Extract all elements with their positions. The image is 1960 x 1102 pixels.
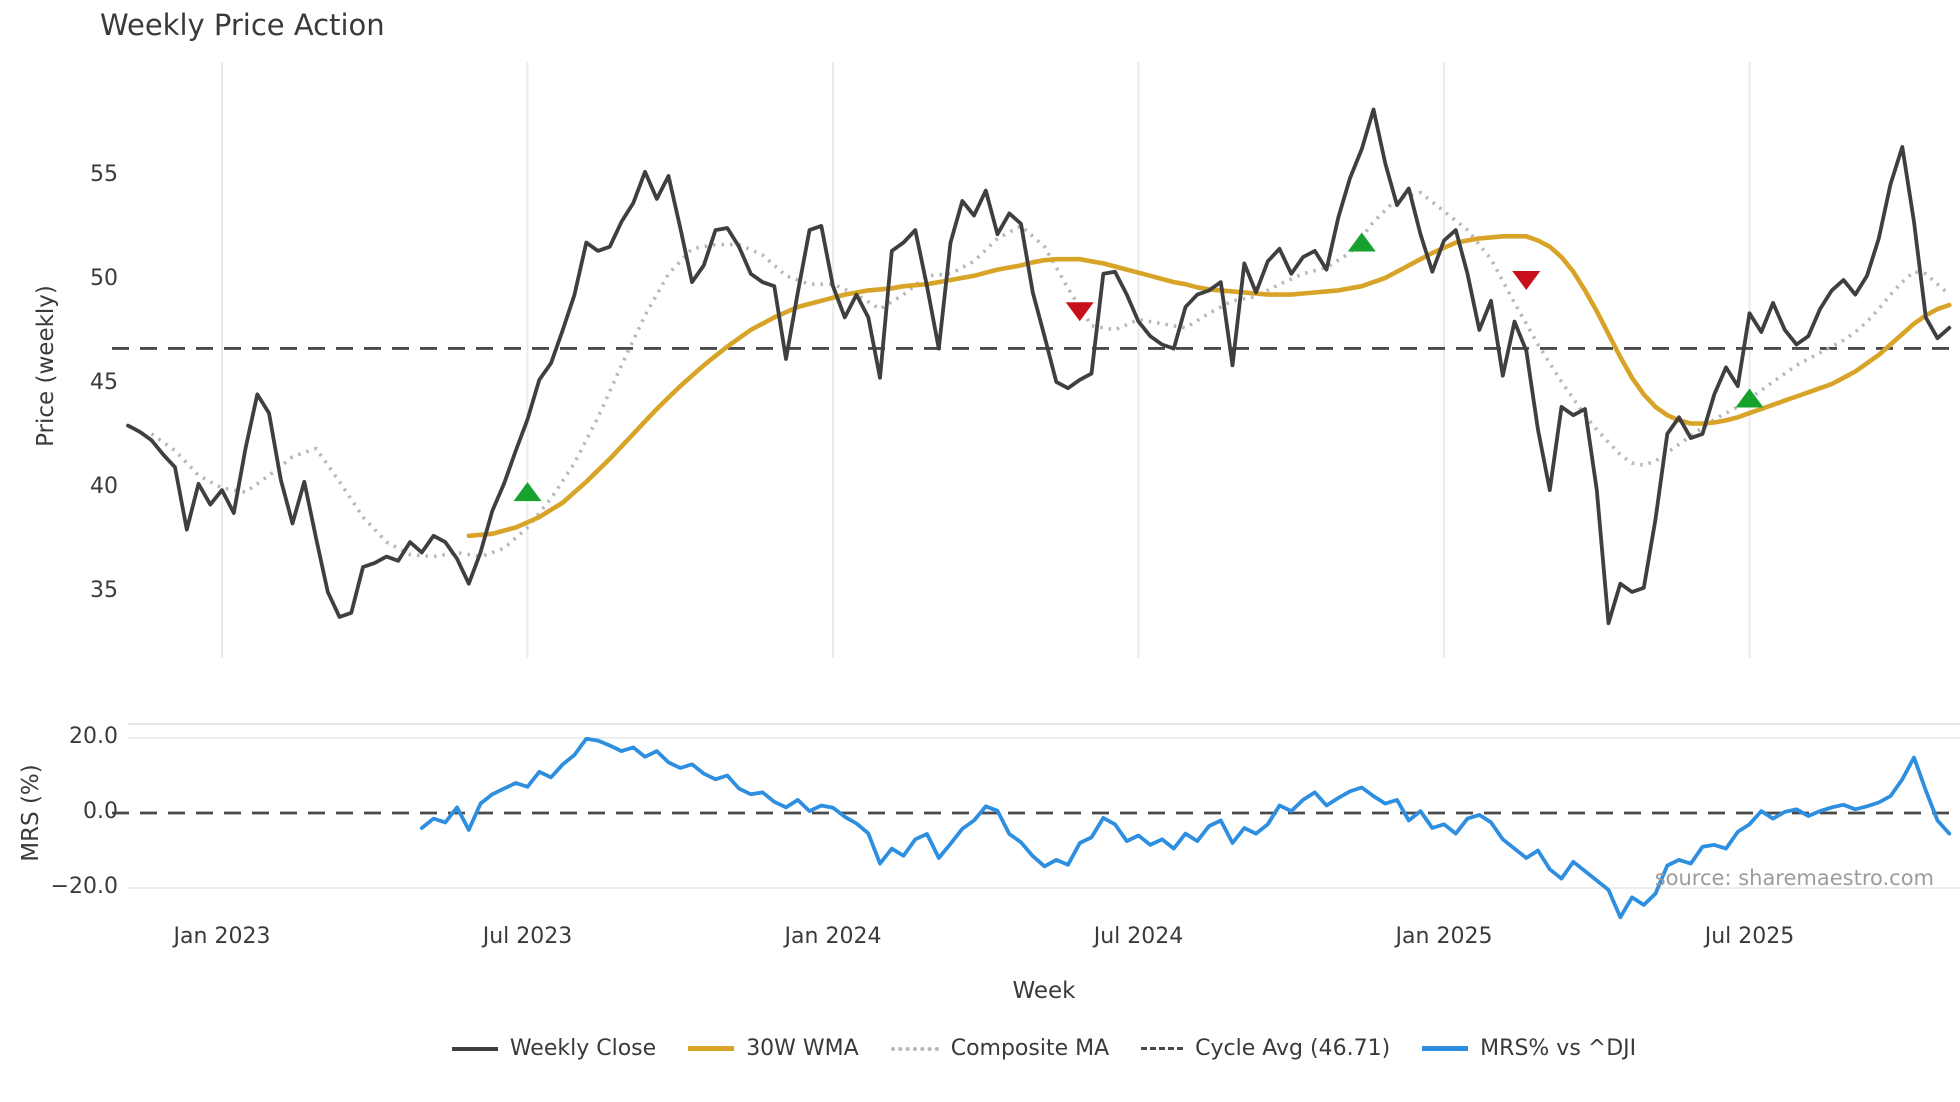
legend-item-cycle-avg: Cycle Avg (46.71) [1141, 1036, 1390, 1061]
buy-signal-marker [513, 482, 542, 502]
composite-line-sample [890, 1046, 939, 1051]
wma-line-sample [688, 1046, 735, 1051]
week-axis-label: Week [1012, 978, 1076, 1004]
price-tick-label: 45 [90, 370, 118, 395]
price-tick-label: 55 [90, 162, 118, 187]
legend: Weekly Close 30W WMA Composite MA Cycle … [128, 1036, 1960, 1061]
weekly-close-line [126, 107, 1952, 626]
composite-ma-line [150, 190, 1951, 559]
legend-item-mrs: MRS% vs ^DJI [1422, 1036, 1636, 1061]
week-tick-label: Jan 2023 [173, 924, 271, 949]
legend-label-wma: 30W WMA [746, 1036, 859, 1061]
mrs-line-sample [1422, 1046, 1469, 1051]
mrs-tick-label: −20.0 [50, 874, 118, 899]
legend-label-composite: Composite MA [950, 1036, 1110, 1061]
chart-title: Weekly Price Action [100, 8, 385, 42]
cycle-avg-line-sample [1141, 1047, 1184, 1050]
price-tick-label: 35 [90, 578, 118, 603]
week-tick-label: Jul 2025 [1704, 924, 1795, 949]
legend-label-cycle-avg: Cycle Avg (46.71) [1195, 1036, 1391, 1061]
mrs-tick-label: 20.0 [69, 724, 118, 749]
mrs-tick-label: 0.0 [83, 799, 118, 824]
sell-signal-marker [1512, 271, 1541, 290]
week-tick-label: Jul 2024 [1093, 924, 1184, 949]
buy-signal-marker [1735, 388, 1764, 408]
legend-label-mrs: MRS% vs ^DJI [1480, 1036, 1637, 1061]
source-watermark: source: sharemaestro.com [1654, 866, 1934, 890]
price-tick-label: 40 [90, 474, 118, 499]
price-axis-label: Price (weekly) [33, 285, 59, 447]
mrs-line [419, 736, 1952, 920]
weekly-close-line-sample [451, 1046, 498, 1051]
legend-label-weekly-close: Weekly Close [509, 1036, 657, 1061]
sell-signal-marker [1065, 302, 1094, 322]
week-tick-label: Jan 2024 [784, 924, 882, 949]
week-tick-label: Jan 2025 [1395, 924, 1493, 949]
week-tick-label: Jul 2023 [482, 924, 573, 949]
buy-signal-marker [1347, 232, 1376, 252]
legend-item-wma: 30W WMA [688, 1036, 859, 1061]
legend-item-composite: Composite MA [890, 1036, 1110, 1061]
legend-item-weekly-close: Weekly Close [451, 1036, 657, 1061]
price-tick-label: 50 [90, 266, 118, 291]
